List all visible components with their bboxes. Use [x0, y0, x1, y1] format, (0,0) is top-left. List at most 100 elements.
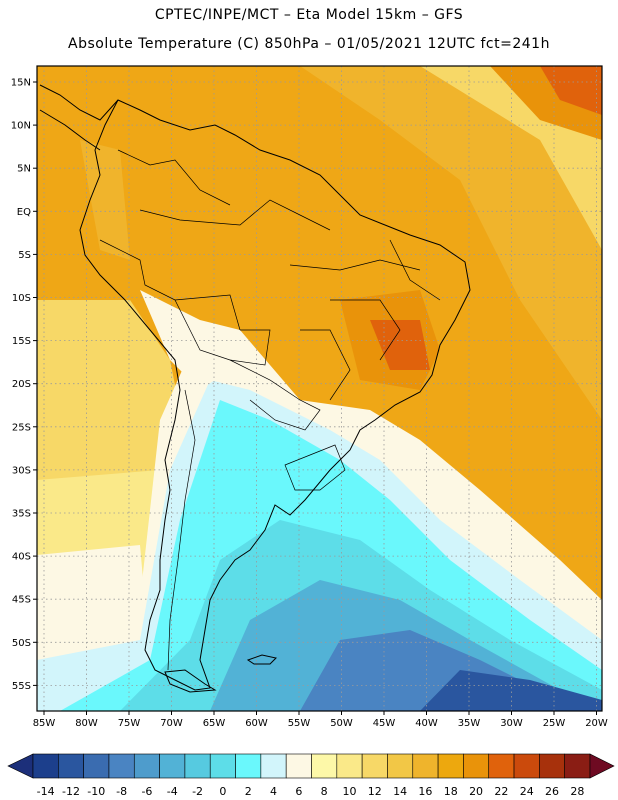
- falkland-islands: [246, 654, 278, 665]
- border-paraguay: [229, 359, 321, 431]
- colorbar-swatch: [387, 753, 414, 779]
- colorbar-swatch: [58, 753, 84, 779]
- colorbar-swatch: [311, 753, 338, 779]
- colorbar-swatch: [361, 753, 388, 779]
- south-america-coast: [79, 99, 471, 691]
- colorbar-swatch: [412, 753, 439, 779]
- colorbar-swatch: [159, 753, 186, 779]
- map-frame: [36, 65, 603, 712]
- lat-tick-label: 25S: [12, 422, 31, 433]
- border-brazil-north: [139, 199, 331, 231]
- colorbar-label: 10: [342, 785, 356, 798]
- field-cream-chaco: [140, 290, 240, 390]
- coastlines: [39, 84, 471, 693]
- lon-tick-label: 45W: [373, 718, 396, 729]
- colorbar-label: -14: [37, 785, 55, 798]
- colorbar-label: 6: [295, 785, 302, 798]
- colorbar-swatch: [513, 753, 540, 779]
- lon-tick-label: 40W: [415, 718, 438, 729]
- colorbar-swatch: [184, 753, 211, 779]
- colorbar-label: -6: [141, 785, 152, 798]
- temperature-colorbar: -14 -12 -10 -8 -6 -4 -2 0 2 4 6 8 10 12 14 16 18 20 22 24 26…: [7, 753, 615, 798]
- colorbar-label: 0: [219, 785, 226, 798]
- lon-tick-label: 30W: [500, 718, 523, 729]
- lat-tick-label: 45S: [12, 595, 31, 606]
- colorbar-swatch: [463, 753, 490, 779]
- colorbar-label: 18: [444, 785, 458, 798]
- field-hot-brazil: [370, 320, 430, 370]
- lon-tick-label: 75W: [118, 718, 141, 729]
- latitude-tick-labels: 15N 10N 5N EQ 5S 10S 15S 20S 25S 30S 35S 40S 45S 50S 5…: [11, 78, 37, 692]
- colorbar-swatch: [108, 753, 135, 779]
- colorbar-swatch: [235, 753, 262, 779]
- colorbar-label: 4: [270, 785, 277, 798]
- colorbar-swatch: [83, 753, 110, 779]
- lat-tick-label: 35S: [12, 509, 31, 520]
- colorbar-label: -12: [62, 785, 80, 798]
- border-peru-brazil: [99, 239, 241, 331]
- colorbar-swatch: [564, 753, 591, 779]
- colorbar-swatch: [539, 753, 565, 779]
- lat-tick-label: 50S: [12, 638, 31, 649]
- colorbar-label: 24: [520, 785, 534, 798]
- lat-tick-label: 5S: [18, 250, 31, 261]
- colorbar-label: 28: [570, 785, 584, 798]
- temperature-field: [37, 66, 602, 711]
- lat-tick-label: 5N: [17, 164, 31, 175]
- border-chile-argentina: [167, 389, 196, 671]
- brazil-states: [289, 239, 441, 401]
- border-colombia-venezuela: [117, 149, 231, 206]
- colorbar-swatch: [336, 753, 363, 779]
- lat-tick-label: 10N: [11, 121, 31, 132]
- field-blue-dark: [420, 670, 602, 711]
- map-title-line-1: CPTEC/INPE/MCT – Eta Model 15km – GFS: [154, 7, 464, 23]
- lon-tick-label: 70W: [160, 718, 183, 729]
- colorbar-swatch: [285, 753, 312, 779]
- lat-tick-label: 30S: [12, 465, 31, 476]
- colorbar-label: 26: [545, 785, 559, 798]
- colorbar-swatch: [133, 753, 160, 779]
- lat-tick-label: 55S: [12, 681, 31, 692]
- lon-tick-label: 25W: [543, 718, 566, 729]
- lon-tick-label: 20W: [585, 718, 608, 729]
- colorbar-label: -10: [87, 785, 105, 798]
- lon-tick-label: 80W: [75, 718, 98, 729]
- lon-tick-label: 50W: [330, 718, 353, 729]
- colorbar-swatch: [209, 753, 236, 779]
- colorbar-left-arrow: [7, 753, 34, 779]
- longitude-tick-labels: 85W 80W 75W 70W 65W 60W 55W 50W 45W 40W 35W 30W 25W 2…: [33, 711, 608, 729]
- colorbar-label: 8: [321, 785, 328, 798]
- field-hottest-ne: [540, 66, 602, 115]
- colorbar-label: -4: [167, 785, 178, 798]
- lat-tick-label: 40S: [12, 552, 31, 563]
- colorbar-swatch: [437, 753, 464, 779]
- field-orange-mid: [300, 66, 602, 420]
- lat-tick-label: 20S: [12, 379, 31, 390]
- lon-tick-label: 65W: [203, 718, 226, 729]
- colorbar-label: 2: [245, 785, 252, 798]
- border-bolivia: [174, 299, 271, 366]
- lon-tick-label: 85W: [33, 718, 56, 729]
- colorbar-swatch: [260, 753, 287, 779]
- field-andes-north: [80, 140, 130, 260]
- lon-tick-label: 60W: [245, 718, 268, 729]
- colorbar-swatch: [32, 753, 59, 779]
- country-borders: [99, 149, 441, 671]
- map-title-line-2: Absolute Temperature (C) 850hPa – 01/05/…: [68, 36, 550, 52]
- colorbar-right-arrow: [589, 753, 615, 779]
- lon-tick-label: 35W: [458, 718, 481, 729]
- colorbar-label: 16: [418, 785, 432, 798]
- colorbar-swatch: [488, 753, 515, 779]
- colorbar-label: 14: [393, 785, 407, 798]
- colorbar-label: -8: [116, 785, 127, 798]
- lon-tick-label: 55W: [288, 718, 311, 729]
- lat-tick-label: 15S: [12, 336, 31, 347]
- lat-tick-label: 10S: [12, 293, 31, 304]
- central-america-coast: [39, 84, 119, 151]
- lat-tick-label: EQ: [17, 207, 31, 218]
- border-uruguay: [284, 444, 346, 491]
- tierra-del-fuego: [164, 669, 217, 693]
- colorbar-label: 12: [368, 785, 382, 798]
- colorbar-label: 20: [469, 785, 483, 798]
